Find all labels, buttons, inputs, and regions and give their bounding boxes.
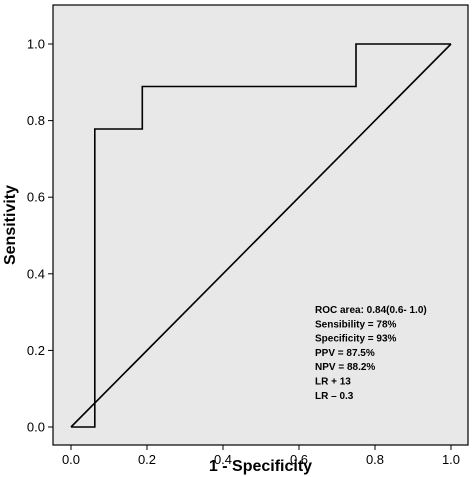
y-tick-label: 0.0 [27,420,45,435]
x-tick-label: 1.0 [442,452,460,467]
x-axis: 0.0 0.2 0.4 0.6 0.8 1.0 [62,445,460,467]
annotation-line: NPV = 88.2% [315,362,375,373]
annotation-line: Sensibility = 78% [315,319,397,330]
y-tick-label: 0.4 [27,266,45,281]
y-tick-label: 0.8 [27,113,45,128]
annotation-line: Specificity = 93% [315,334,397,345]
series-layer [70,43,452,428]
y-axis-title: Sensitivity [2,185,19,265]
annotation-line: ROC area: 0.84(0.6- 1.0) [315,305,427,316]
reference-diagonal [70,43,452,428]
roc-curve [71,43,451,428]
annotation-line: PPV = 87.5% [315,348,375,359]
x-tick-label: 0.4 [214,452,232,467]
y-tick-label: 0.6 [27,190,45,205]
x-tick-label: 0.8 [366,452,384,467]
annotation-line: LR + 13 [315,377,351,388]
x-tick-label: 0.0 [62,452,80,467]
y-tick-label: 1.0 [27,37,45,52]
stats-annotation: ROC area: 0.84(0.6- 1.0) Sensibility = 78… [315,305,427,402]
y-tick-label: 0.2 [27,343,45,358]
annotation-line: LR – 0.3 [315,391,354,402]
plot-area [52,4,469,446]
y-axis: 0.0 0.2 0.4 0.6 0.8 1.0 [27,37,53,435]
x-tick-label: 0.2 [138,452,156,467]
x-tick-label: 0.6 [290,452,308,467]
x-axis-title: 1 - Specificity [209,458,312,475]
